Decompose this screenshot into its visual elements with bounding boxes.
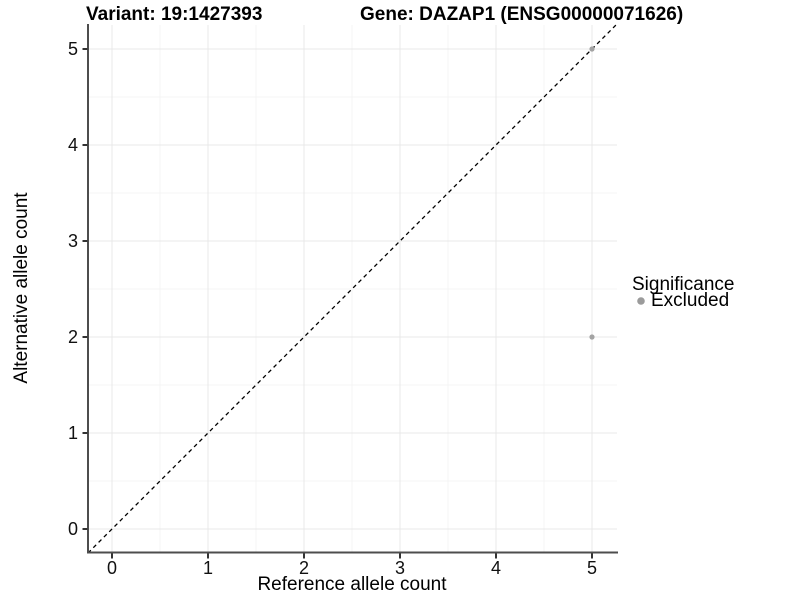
y-tick-label-1: 1 — [67, 423, 78, 443]
plot-title-gene: Gene: DAZAP1 (ENSG00000071626) — [360, 4, 684, 25]
data-points — [589, 46, 595, 340]
legend-entry-excluded: Excluded — [651, 290, 730, 311]
y-tick-label-3: 3 — [67, 231, 78, 251]
major-gridlines — [88, 25, 617, 552]
legend-key-dot-icon — [637, 297, 645, 305]
x-tick-label-2: 2 — [298, 558, 309, 578]
x-axis-title: Reference allele count — [257, 574, 447, 595]
x-tick-label-3: 3 — [394, 558, 405, 578]
plot-title-variant: Variant: 19:1427393 — [86, 4, 263, 25]
y-tick-label-5: 5 — [67, 39, 78, 59]
x-tick-label-4: 4 — [490, 558, 501, 578]
y-tick-label-2: 2 — [67, 327, 78, 347]
x-tick-label-1: 1 — [202, 558, 213, 578]
y-tick-label-4: 4 — [67, 135, 78, 155]
x-tick-label-5: 5 — [586, 558, 597, 578]
x-tick-label-0: 0 — [106, 558, 117, 578]
data-point — [589, 46, 595, 52]
x-tick-marks — [111, 553, 593, 559]
axis-lines — [87, 24, 618, 554]
legend-title: Significance — [632, 274, 735, 295]
y-tick-label-0: 0 — [67, 519, 78, 539]
data-point — [589, 334, 595, 340]
identity-reference-line — [87, 23, 618, 554]
y-tick-marks — [82, 48, 88, 530]
minor-gridlines — [88, 25, 617, 552]
y-axis-title: Alternative allele count — [11, 192, 32, 384]
